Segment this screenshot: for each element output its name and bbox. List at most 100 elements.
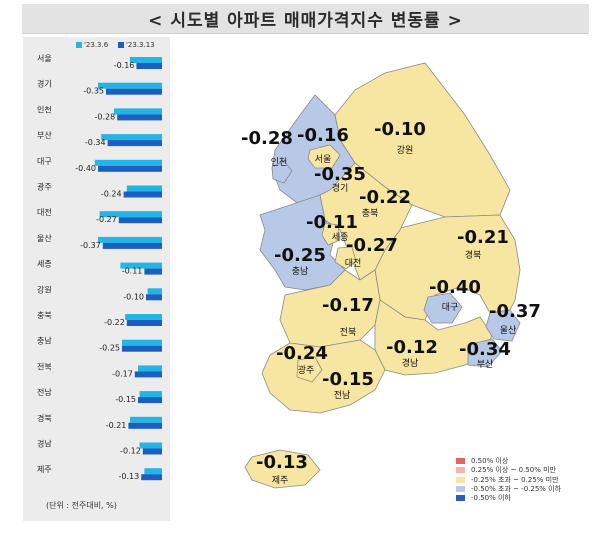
map-legend-label-3: -0.25% 초과 ~ 0.25% 미만 — [471, 475, 559, 484]
korea-map: -0.10 강원 -0.35 경기 -0.16 서울 -0.28 인천 -0.2… — [241, 62, 541, 489]
map-legend-swatch-1 — [456, 458, 465, 464]
bar-3-13 — [122, 345, 162, 352]
map-legend: 0.50% 이상 0.25% 이상 ~ 0.50% 미만 -0.25% 초과 ~… — [456, 457, 561, 503]
map-value-incheon: -0.28 — [241, 128, 293, 149]
bar-3-6 — [98, 82, 162, 89]
bar-3-13 — [107, 140, 162, 147]
bar-3-13 — [123, 191, 162, 198]
region-seoul — [307, 144, 341, 169]
value-label: -0.37 — [80, 241, 101, 250]
map-name-jeonbuk: 전북 — [340, 327, 357, 338]
legend-swatch-3-6 — [76, 42, 82, 48]
category-label: 전남 — [37, 387, 52, 397]
bar-3-13 — [142, 448, 162, 455]
map-name-sejong: 세종 — [332, 232, 349, 243]
category-label: 광주 — [37, 182, 52, 192]
map-legend-label-4: -0.50% 초과 ~ -0.25% 이하 — [471, 484, 562, 493]
map-value-jeonnam: -0.15 — [322, 369, 374, 390]
value-label: -0.11 — [122, 267, 143, 276]
map-value-gangwon: -0.10 — [374, 119, 426, 140]
map-legend-row-3: -0.25% 초과 ~ 0.25% 미만 — [456, 476, 561, 485]
map-value-sejong: -0.11 — [306, 212, 358, 233]
bar-3-6 — [98, 236, 162, 243]
bar-3-6 — [144, 468, 162, 475]
map-name-jeju: 제주 — [272, 475, 289, 486]
bar-3-6 — [120, 262, 162, 269]
category-label: 경기 — [37, 79, 52, 89]
bar-3-13 — [144, 268, 162, 275]
value-label: -0.10 — [123, 292, 144, 301]
chart-title: < 시도별 아파트 매매가격지수 변동률 > — [148, 11, 463, 31]
map-name-gangwon: 강원 — [397, 145, 414, 156]
map-name-ulsan: 울산 — [500, 325, 517, 336]
value-label: -0.24 — [101, 190, 122, 199]
region-daegu — [423, 292, 463, 324]
bar-3-6 — [126, 185, 162, 192]
bar-3-6 — [147, 288, 162, 295]
region-ulsan — [485, 309, 521, 342]
value-label: -0.22 — [104, 318, 125, 327]
map-value-jeju: -0.13 — [256, 452, 308, 473]
bar-3-13 — [118, 217, 162, 224]
value-label: -0.35 — [83, 87, 104, 96]
category-label: 대전 — [37, 207, 52, 217]
map-name-gyeonggi: 경기 — [332, 182, 349, 194]
category-label: 경북 — [37, 413, 52, 423]
bar-3-13 — [98, 165, 162, 172]
map-value-busan: -0.34 — [459, 339, 511, 360]
map-value-chungbuk: -0.22 — [359, 187, 411, 208]
value-label: -0.13 — [118, 472, 139, 481]
map-name-daegu: 대구 — [442, 302, 459, 313]
map-legend-row-2: 0.25% 이상 ~ 0.50% 미만 — [456, 466, 561, 475]
map-name-gyeongnam: 경남 — [402, 357, 419, 369]
map-legend-swatch-4 — [456, 485, 465, 492]
bar-3-13 — [141, 474, 162, 481]
title-bar: < 시도별 아파트 매매가격지수 변동률 > — [22, 4, 589, 34]
map-value-daejeon: -0.27 — [346, 235, 398, 256]
value-label: -0.16 — [114, 61, 135, 70]
category-label: 울산 — [37, 233, 52, 243]
bar-3-13 — [138, 397, 162, 404]
bar-3-6 — [99, 211, 162, 218]
bar-3-13 — [146, 294, 162, 301]
region-daejeon — [334, 246, 357, 270]
bar-3-13 — [117, 114, 162, 121]
map-legend-label-5: -0.50% 이하 — [471, 494, 511, 503]
region-gwangju — [296, 356, 323, 383]
map-legend-row-4: -0.50% 초과 ~ -0.25% 이하 — [456, 485, 561, 494]
bar-3-13 — [102, 242, 162, 249]
map-value-jeonbuk: -0.17 — [322, 295, 374, 316]
bar-3-6 — [130, 416, 162, 423]
legend-swatch-3-13 — [118, 42, 124, 48]
region-incheon — [271, 160, 293, 184]
bar-3-13 — [126, 320, 162, 326]
category-label: 대구 — [37, 157, 52, 166]
value-label: -0.12 — [120, 447, 141, 456]
legend-label-3-13: '23.3.13 — [126, 41, 155, 49]
category-label: 경남 — [37, 439, 52, 449]
value-label: -0.34 — [85, 138, 106, 147]
map-name-gwangju: 광주 — [298, 364, 315, 376]
bar-3-13 — [106, 88, 162, 95]
legend-item-3-6: '23.3.6 — [76, 41, 108, 49]
bar-3-6 — [125, 314, 162, 320]
value-label: -0.40 — [75, 164, 96, 173]
category-label: 충남 — [37, 337, 52, 346]
map-value-gyeonggi: -0.35 — [314, 164, 366, 185]
map-legend-label-2: 0.25% 이상 ~ 0.50% 미만 — [471, 466, 557, 475]
bar-3-6 — [130, 57, 162, 63]
map-name-seoul: 서울 — [315, 154, 332, 165]
bar-3-13 — [136, 63, 162, 69]
category-label: 세종 — [37, 260, 52, 269]
map-name-chungbuk: 충북 — [362, 208, 379, 219]
category-label: 충북 — [37, 311, 52, 320]
map-name-gyeongbuk: 경북 — [465, 249, 482, 261]
bar-3-6 — [122, 339, 162, 346]
map-value-daegu: -0.40 — [429, 277, 481, 298]
value-label: -0.15 — [115, 395, 136, 404]
region-jeonnam — [261, 339, 386, 414]
map-value-gwangju: -0.24 — [276, 343, 328, 364]
map-name-daejeon: 대전 — [345, 258, 362, 269]
category-label: 부산 — [37, 130, 52, 140]
